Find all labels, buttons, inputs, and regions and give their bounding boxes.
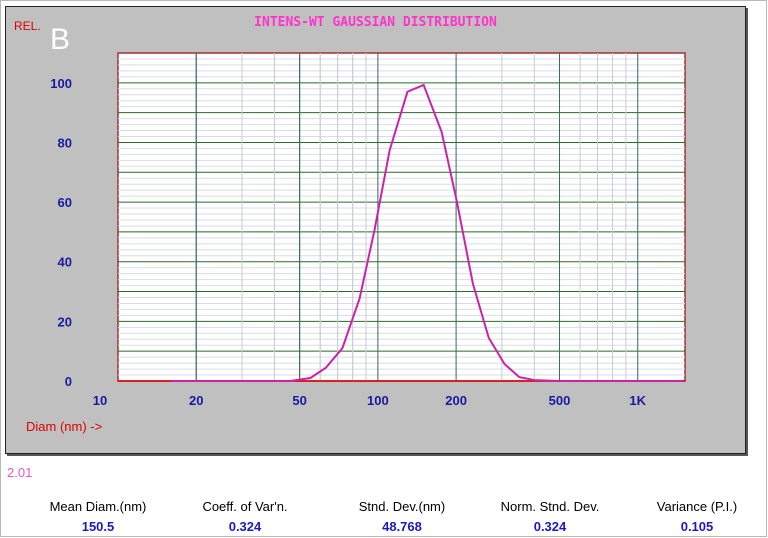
series-line [171, 83, 684, 382]
y-tick-label: 20 [58, 314, 72, 329]
x-tick-label: 500 [549, 393, 571, 408]
y-tick-label: 80 [58, 135, 72, 150]
stat-label: Norm. Stnd. Dev. [500, 499, 600, 514]
x-axis-label: Diam (nm) -> [26, 419, 103, 434]
stat-label: Stnd. Dev.(nm) [358, 499, 446, 514]
x-tick-label: 1K [629, 393, 646, 408]
panel-letter: B [50, 23, 71, 56]
x-tick-label: 10 [93, 393, 107, 408]
stat-value: 0.324 [533, 519, 567, 534]
x-tick-label: 20 [189, 393, 203, 408]
y-axis-label: REL. [14, 19, 41, 33]
stat-value: 0.105 [680, 519, 714, 534]
stat-label: Variance (P.I.) [656, 499, 738, 514]
y-tick-label: 0 [65, 374, 72, 389]
chart-title: INTENS-WT GAUSSIAN DISTRIBUTION [254, 15, 497, 30]
version-label: 2.01 [7, 465, 33, 480]
plot-area [117, 52, 686, 382]
stat-value: 150.5 [81, 519, 115, 534]
stat-4: Variance (P.I.) 0.105 [622, 499, 768, 534]
stat-0: Mean Diam.(nm) 150.5 [23, 499, 173, 534]
stat-1: Coeff. of Var'n. 0.324 [170, 499, 320, 534]
stat-3: Norm. Stnd. Dev. 0.324 [475, 499, 625, 534]
stat-value: 48.768 [382, 519, 422, 534]
stat-label: Coeff. of Var'n. [202, 499, 288, 514]
stat-2: Stnd. Dev.(nm) 48.768 [327, 499, 477, 534]
y-tick-label: 40 [58, 255, 72, 270]
x-tick-label: 50 [292, 393, 306, 408]
y-tick-label: 60 [58, 195, 72, 210]
stat-value: 0.324 [228, 519, 262, 534]
x-tick-label: 200 [445, 393, 467, 408]
x-tick-label: 100 [367, 393, 389, 408]
stat-label: Mean Diam.(nm) [49, 499, 147, 514]
y-tick-label: 100 [50, 76, 72, 91]
